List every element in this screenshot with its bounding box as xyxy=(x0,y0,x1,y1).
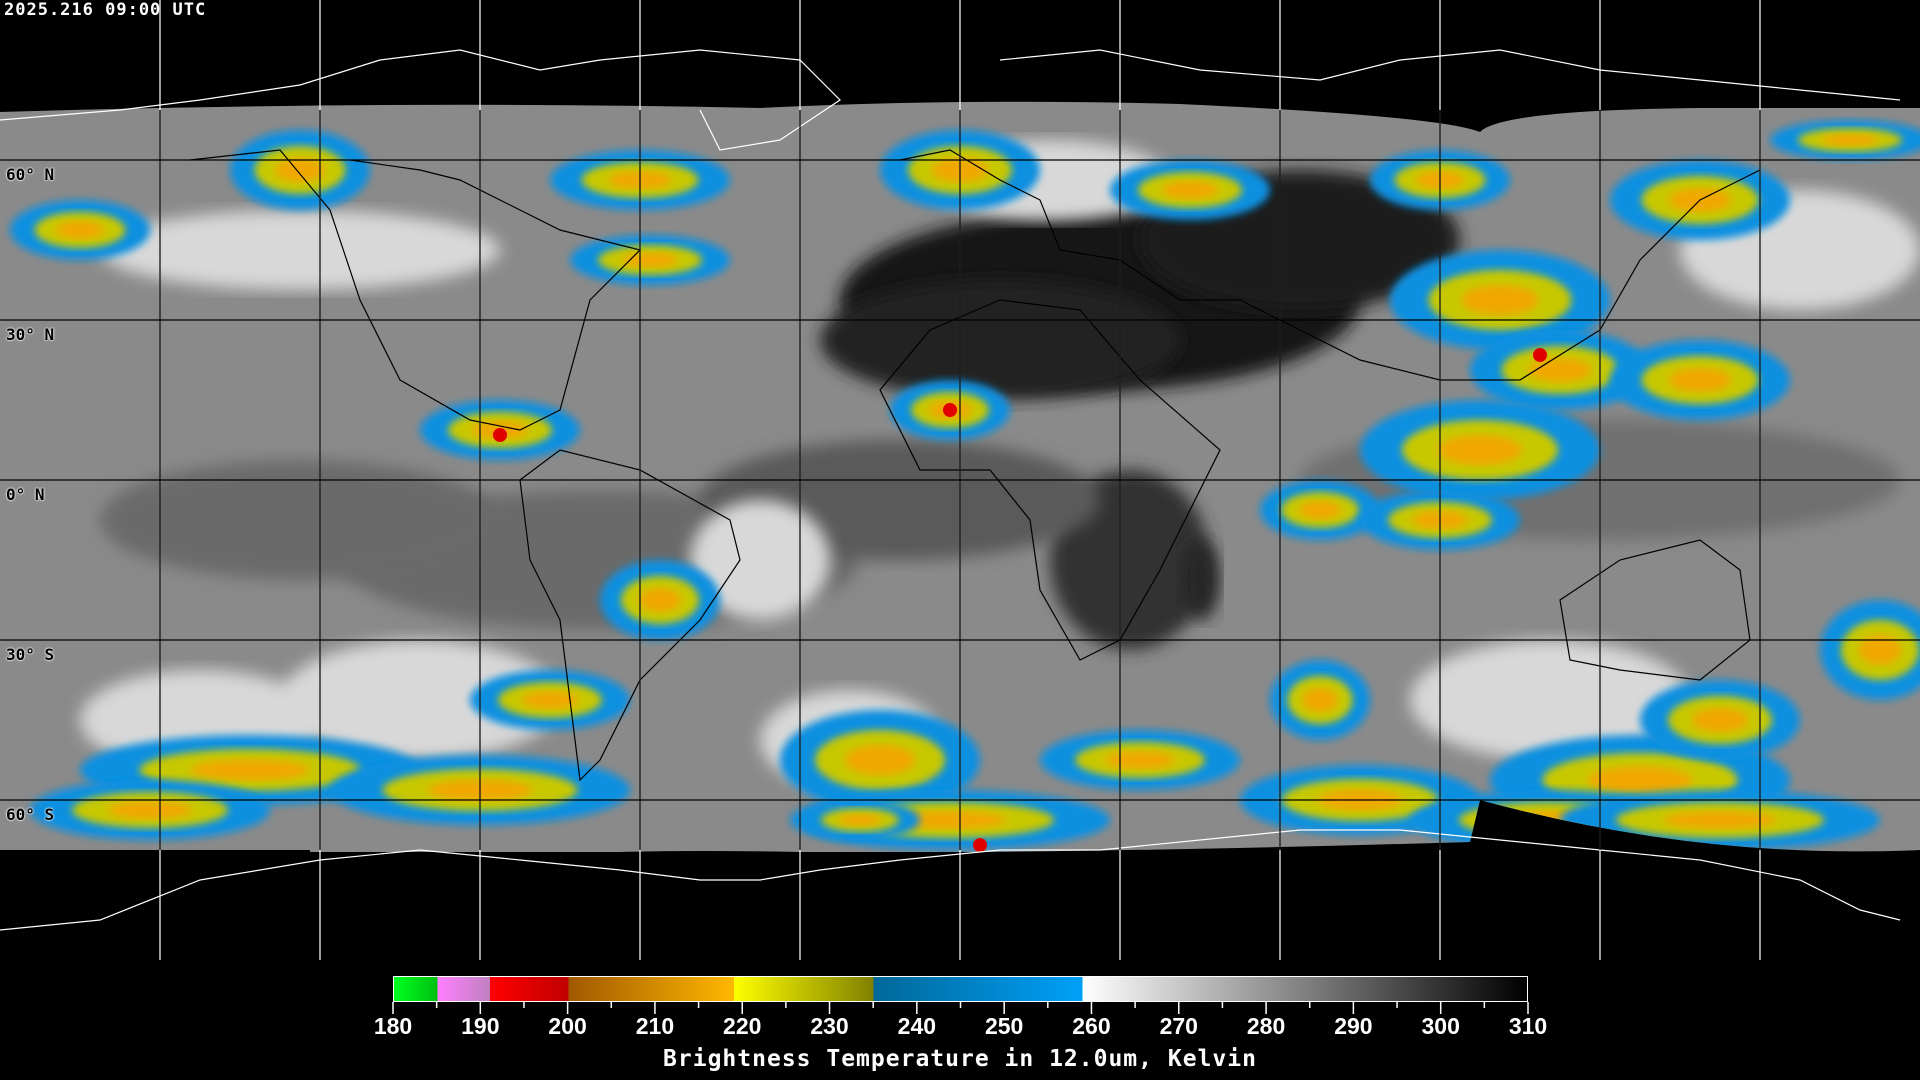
lat-label-60s: 60° S xyxy=(6,805,55,824)
colorbar-title: Brightness Temperature in 12.0um, Kelvin xyxy=(663,1046,1257,1072)
colorbar-tick-label: 300 xyxy=(1421,1013,1460,1039)
colorbar-tick-label: 220 xyxy=(723,1013,762,1039)
cold-cloud-top xyxy=(470,670,630,730)
lat-label-30s: 30° S xyxy=(6,645,55,664)
cold-cloud-top xyxy=(600,560,720,640)
coastline xyxy=(999,49,1901,101)
cold-cloud-top xyxy=(1360,400,1600,500)
colorbar-ticks xyxy=(392,1002,1529,1014)
colorbar-tick-label: 280 xyxy=(1246,1013,1286,1039)
colorbar-tick-label: 240 xyxy=(897,1013,937,1039)
cold-cloud-top xyxy=(780,710,980,810)
cold-cloud-top xyxy=(1470,330,1650,410)
colorbar-tick-label: 210 xyxy=(635,1013,675,1039)
cold-cloud-top xyxy=(30,780,270,840)
very-cold-cloud-top xyxy=(493,428,507,442)
coastline xyxy=(879,299,1221,661)
satellite-map xyxy=(0,0,1920,960)
colorbar-tick-label: 200 xyxy=(548,1013,587,1039)
warm-surface-region xyxy=(1180,540,1220,620)
coastline xyxy=(189,149,642,431)
lat-label-30n: 30° N xyxy=(6,325,55,344)
very-cold-cloud-top xyxy=(1533,348,1547,362)
cold-cloud-top xyxy=(1260,480,1380,540)
colorbar-tick-label: 270 xyxy=(1159,1013,1198,1039)
timestamp-label: 2025.216 09:00 UTC xyxy=(4,0,207,20)
cold-cloud-top xyxy=(10,200,150,260)
colorbar-tick-label: 180 xyxy=(373,1013,413,1039)
cold-cloud-top xyxy=(1110,160,1270,220)
cold-cloud-top xyxy=(1770,120,1920,160)
cold-cloud-top xyxy=(230,130,370,210)
colorbar-tick-label: 290 xyxy=(1334,1013,1373,1039)
lat-lon-grid xyxy=(0,0,1920,960)
colorbar-tick-label: 260 xyxy=(1072,1013,1111,1039)
colorbar-tick-label: 310 xyxy=(1508,1013,1548,1039)
very-cold-cloud-top xyxy=(973,838,987,852)
colorbar-tick-label: 250 xyxy=(984,1013,1024,1039)
warm-surface-region xyxy=(820,280,1180,400)
coastline xyxy=(0,49,841,151)
coastlines xyxy=(0,49,1901,931)
cold-cloud-top xyxy=(800,800,920,840)
colorbar-tick-label: 230 xyxy=(810,1013,849,1039)
cloud-region xyxy=(100,210,500,290)
cold-cloud-top xyxy=(1610,340,1790,420)
cold-cloud-top xyxy=(1640,680,1800,760)
cold-cloud-top xyxy=(570,235,730,285)
coastline xyxy=(899,149,1761,381)
very-cold-cloud-top xyxy=(943,403,957,417)
colorbar xyxy=(393,976,1528,1002)
cloud-region xyxy=(690,500,830,620)
cloud-region xyxy=(280,640,560,760)
coastline xyxy=(0,829,1901,931)
cold-cloud-top xyxy=(1390,250,1610,350)
lat-label-0n: 0° N xyxy=(6,485,45,504)
warm-surface-region xyxy=(100,460,500,580)
cold-cloud-top xyxy=(1040,730,1240,790)
cold-cloud-top xyxy=(1820,600,1920,700)
colorbar-tick-label: 190 xyxy=(461,1013,500,1039)
cold-cloud-top xyxy=(1270,660,1370,740)
lat-label-60n: 60° N xyxy=(6,165,55,184)
